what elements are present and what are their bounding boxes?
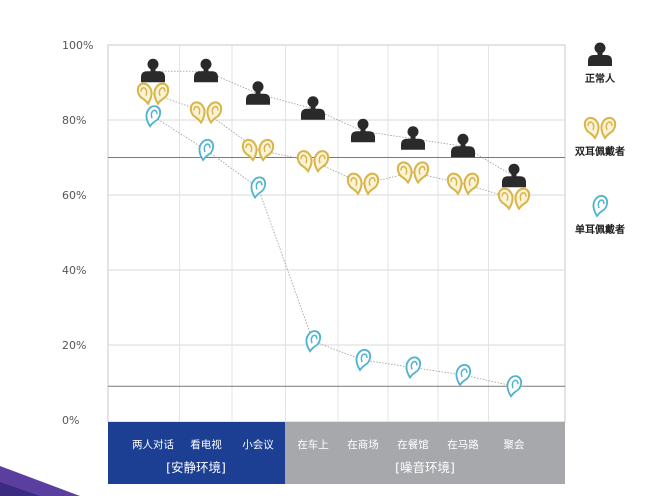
y-tick-label: 40%	[62, 264, 86, 277]
ear-icon	[592, 194, 609, 217]
corner-decoration-dark	[0, 482, 40, 496]
quiet-environment-band: 两人对话 看电视 小会议 [安静环境]	[108, 422, 285, 484]
x-tick-label: 在商场	[347, 439, 379, 451]
x-tick-label: 在餐馆	[397, 439, 429, 451]
plot-frame	[107, 44, 566, 423]
x-tick-label: 在马路	[447, 439, 479, 451]
person-icon	[588, 42, 612, 66]
legend-label: 正常人	[585, 72, 616, 85]
x-tick-label: 在车上	[297, 439, 329, 451]
series-line-2	[152, 115, 515, 387]
y-tick-label: 60%	[62, 189, 86, 202]
y-tick-label: 0%	[62, 414, 79, 427]
x-tick-label: 小会议	[242, 439, 274, 451]
grid	[108, 45, 565, 422]
legend-label: 双耳佩戴者	[575, 145, 625, 158]
y-tick-label: 100%	[62, 39, 93, 52]
x-tick-label: 看电视	[190, 439, 222, 451]
x-tick-label: 聚会	[503, 439, 525, 451]
y-tick-label: 80%	[62, 114, 86, 127]
y-tick-label: 20%	[62, 339, 86, 352]
noise-environment-band: 在车上 在商场 在餐馆 在马路 聚会 [噪音环境]	[285, 422, 565, 484]
y-axis-ticks: 100% 80% 60% 40% 20% 0%	[62, 39, 93, 427]
reference-lines	[108, 157, 565, 387]
two-ears-icon	[583, 116, 617, 139]
group-label-quiet: [安静环境]	[166, 460, 226, 475]
group-label-noise: [噪音环境]	[395, 460, 455, 475]
legend-label: 单耳佩戴者	[575, 223, 625, 236]
x-tick-label: 两人对话	[132, 439, 174, 451]
